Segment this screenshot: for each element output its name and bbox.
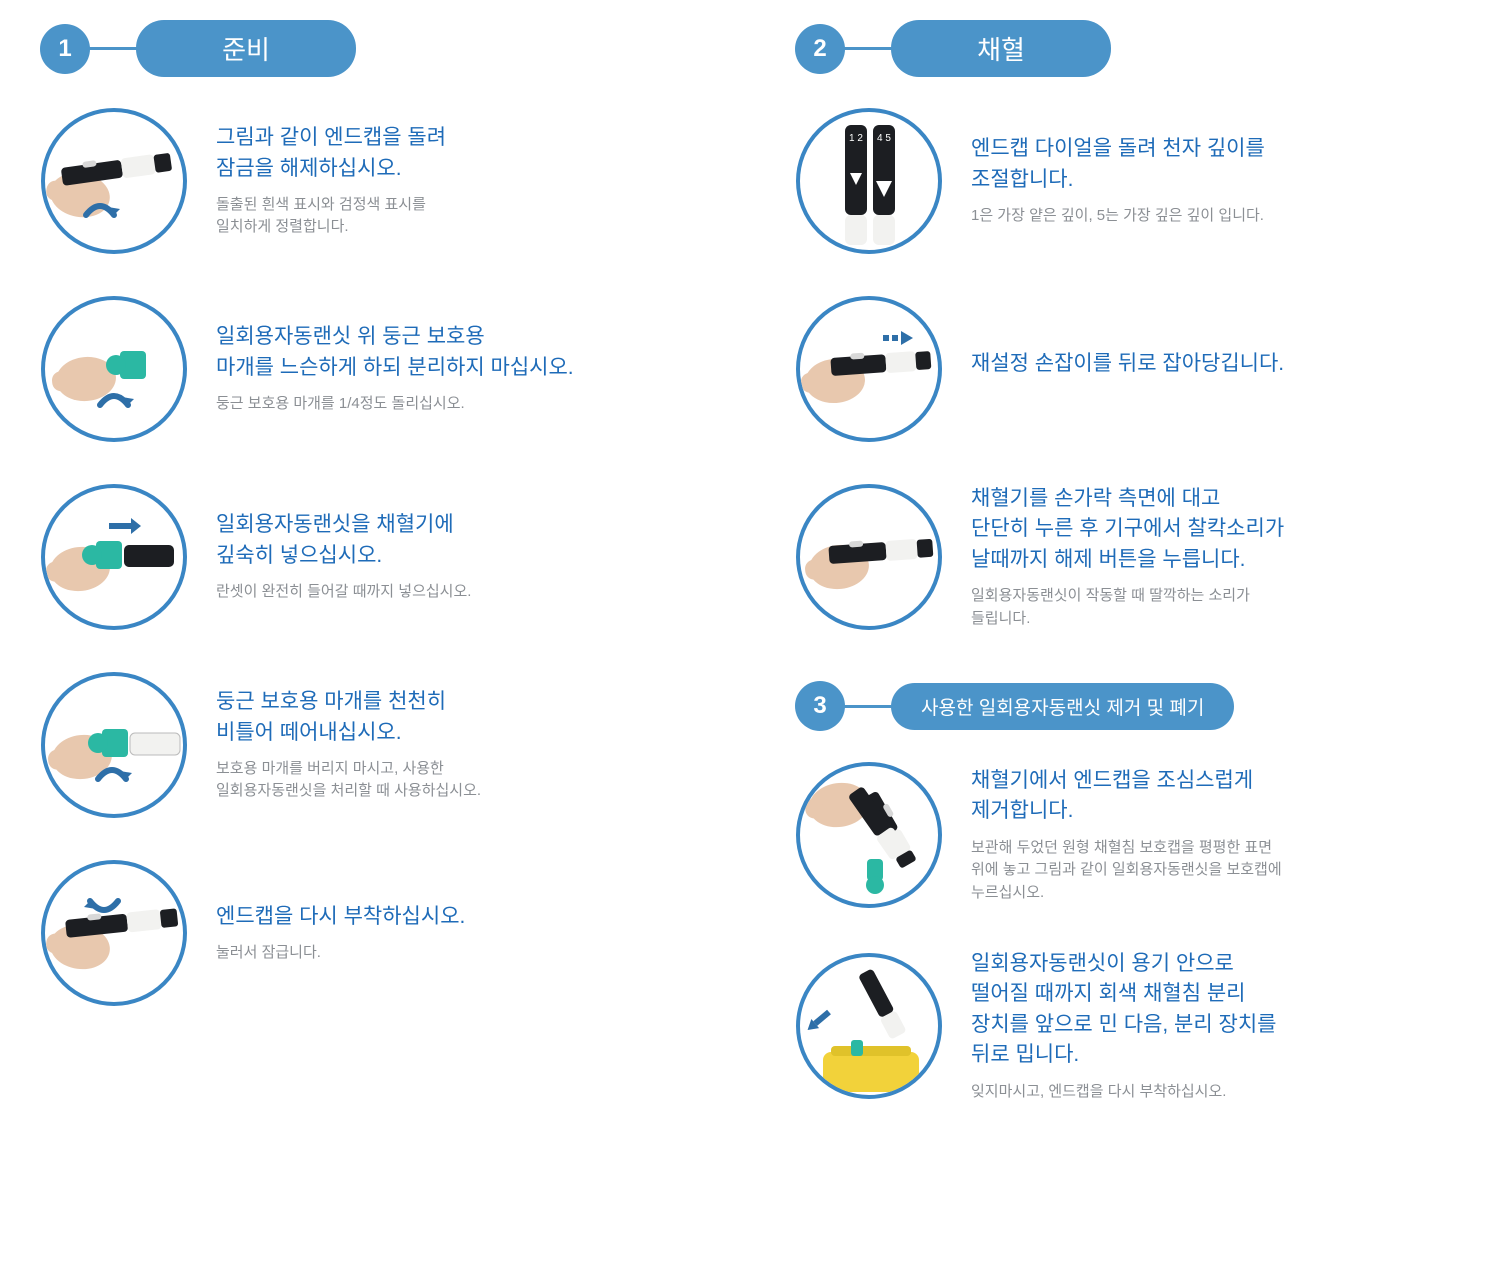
svg-text:4 5: 4 5 bbox=[877, 133, 891, 144]
step-subtext: 일회용자동랜싯이 작동할 때 딸깍하는 소리가들립니다. bbox=[971, 585, 1460, 630]
step-subtext: 눌러서 잠급니다. bbox=[216, 942, 705, 965]
svg-text:1 2: 1 2 bbox=[849, 133, 863, 144]
section-header: 3 사용한 일회용자동랜싯 제거 및 폐기 bbox=[795, 681, 1460, 731]
step-subtext: 보관해 두었던 원형 채혈침 보호캡을 평평한 표면 위에 놓고 그림과 같이 … bbox=[971, 837, 1460, 905]
subsection: 3 사용한 일회용자동랜싯 제거 및 폐기 채혈기에서 엔드캡을 조심스럽게제거… bbox=[795, 681, 1460, 1143]
step-text-block: 일회용자동랜싯을 채혈기에깊숙히 넣으십시오. 란셋이 완전히 들어갈 때까지 넣… bbox=[216, 510, 705, 603]
step-illustration bbox=[40, 859, 188, 1007]
step-subtext: 잊지마시고, 엔드캡을 다시 부착하십시오. bbox=[971, 1081, 1460, 1104]
instruction-step: 일회용자동랜싯 위 둥근 보호용마개를 느슨하게 하되 분리하지 마십시오. 둥근… bbox=[40, 295, 705, 443]
step-text-block: 엔드캡 다이얼을 돌려 천자 깊이를조절합니다. 1은 가장 얕은 깊이, 5는 … bbox=[971, 134, 1460, 227]
step-title: 일회용자동랜싯 위 둥근 보호용마개를 느슨하게 하되 분리하지 마십시오. bbox=[216, 322, 705, 383]
right-column: 2 채혈 1 2 4 5 엔드캡 다이얼을 돌려 천자 깊이를조절합니다. 1은 … bbox=[795, 20, 1460, 1143]
step-title: 일회용자동랜싯이 용기 안으로떨어질 때까지 회색 채혈침 분리장치를 앞으로 … bbox=[971, 949, 1460, 1071]
instruction-step: 채혈기를 손가락 측면에 대고단단히 누른 후 기구에서 찰칵소리가날때까지 해… bbox=[795, 483, 1460, 631]
instruction-step: 둥근 보호용 마개를 천천히비틀어 떼어내십시오. 보호용 마개를 버리지 마시고… bbox=[40, 671, 705, 819]
instruction-step: 일회용자동랜싯을 채혈기에깊숙히 넣으십시오. 란셋이 완전히 들어갈 때까지 넣… bbox=[40, 483, 705, 631]
step-text-block: 재설정 손잡이를 뒤로 잡아당깁니다. bbox=[971, 349, 1460, 389]
step-text-block: 일회용자동랜싯이 용기 안으로떨어질 때까지 회색 채혈침 분리장치를 앞으로 … bbox=[971, 949, 1460, 1103]
step-title: 엔드캡을 다시 부착하십시오. bbox=[216, 902, 705, 932]
instruction-step: 일회용자동랜싯이 용기 안으로떨어질 때까지 회색 채혈침 분리장치를 앞으로 … bbox=[795, 949, 1460, 1103]
section-title-pill: 사용한 일회용자동랜싯 제거 및 폐기 bbox=[891, 683, 1234, 730]
header-connector bbox=[843, 47, 893, 50]
step-text-block: 일회용자동랜싯 위 둥근 보호용마개를 느슨하게 하되 분리하지 마십시오. 둥근… bbox=[216, 322, 705, 415]
step-title: 엔드캡 다이얼을 돌려 천자 깊이를조절합니다. bbox=[971, 134, 1460, 195]
step-text-block: 채혈기를 손가락 측면에 대고단단히 누른 후 기구에서 찰칵소리가날때까지 해… bbox=[971, 484, 1460, 630]
step-illustration bbox=[795, 761, 943, 909]
step-title: 일회용자동랜싯을 채혈기에깊숙히 넣으십시오. bbox=[216, 510, 705, 571]
step-subtext: 1은 가장 얕은 깊이, 5는 가장 깊은 깊이 입니다. bbox=[971, 205, 1460, 228]
step-subtext: 보호용 마개를 버리지 마시고, 사용한일회용자동랜싯을 처리할 때 사용하십시… bbox=[216, 758, 705, 803]
section-title-pill: 채혈 bbox=[891, 20, 1111, 77]
instruction-step: 그림과 같이 엔드캡을 돌려잠금을 해제하십시오. 돌출된 흰색 표시와 검정색 … bbox=[40, 107, 705, 255]
step-text-block: 둥근 보호용 마개를 천천히비틀어 떼어내십시오. 보호용 마개를 버리지 마시고… bbox=[216, 687, 705, 803]
step-text-block: 엔드캡을 다시 부착하십시오. 눌러서 잠급니다. bbox=[216, 902, 705, 965]
step-text-block: 채혈기에서 엔드캡을 조심스럽게제거합니다. 보관해 두었던 원형 채혈침 보호캡… bbox=[971, 766, 1460, 904]
step-title: 재설정 손잡이를 뒤로 잡아당깁니다. bbox=[971, 349, 1460, 379]
section-number-badge: 2 bbox=[795, 24, 845, 74]
step-illustration bbox=[40, 483, 188, 631]
section-header: 2 채혈 bbox=[795, 20, 1460, 77]
step-title: 채혈기에서 엔드캡을 조심스럽게제거합니다. bbox=[971, 766, 1460, 827]
instruction-step: 채혈기에서 엔드캡을 조심스럽게제거합니다. 보관해 두었던 원형 채혈침 보호캡… bbox=[795, 761, 1460, 909]
step-subtext: 둥근 보호용 마개를 1/4정도 돌리십시오. bbox=[216, 393, 705, 416]
step-text-block: 그림과 같이 엔드캡을 돌려잠금을 해제하십시오. 돌출된 흰색 표시와 검정색 … bbox=[216, 123, 705, 239]
section-number-badge: 1 bbox=[40, 24, 90, 74]
step-illustration bbox=[795, 483, 943, 631]
instruction-step: 재설정 손잡이를 뒤로 잡아당깁니다. bbox=[795, 295, 1460, 443]
step-illustration bbox=[795, 952, 943, 1100]
header-connector bbox=[843, 705, 893, 708]
step-subtext: 란셋이 완전히 들어갈 때까지 넣으십시오. bbox=[216, 581, 705, 604]
step-title: 채혈기를 손가락 측면에 대고단단히 누른 후 기구에서 찰칵소리가날때까지 해… bbox=[971, 484, 1460, 575]
header-connector bbox=[88, 47, 138, 50]
instruction-step: 1 2 4 5 엔드캡 다이얼을 돌려 천자 깊이를조절합니다. 1은 가장 얕은… bbox=[795, 107, 1460, 255]
section-header: 1 준비 bbox=[40, 20, 705, 77]
step-illustration bbox=[40, 295, 188, 443]
instruction-step: 엔드캡을 다시 부착하십시오. 눌러서 잠급니다. bbox=[40, 859, 705, 1007]
step-illustration: 1 2 4 5 bbox=[795, 107, 943, 255]
step-title: 그림과 같이 엔드캡을 돌려잠금을 해제하십시오. bbox=[216, 123, 705, 184]
section-title-pill: 준비 bbox=[136, 20, 356, 77]
step-illustration bbox=[795, 295, 943, 443]
step-illustration bbox=[40, 107, 188, 255]
step-subtext: 돌출된 흰색 표시와 검정색 표시를일치하게 정렬합니다. bbox=[216, 194, 705, 239]
instruction-page: 1 준비 그림과 같이 엔드캡을 돌려잠금을 해제하십시오. 돌출된 흰색 표시와… bbox=[40, 20, 1460, 1143]
step-title: 둥근 보호용 마개를 천천히비틀어 떼어내십시오. bbox=[216, 687, 705, 748]
section-number-badge: 3 bbox=[795, 681, 845, 731]
left-column: 1 준비 그림과 같이 엔드캡을 돌려잠금을 해제하십시오. 돌출된 흰색 표시와… bbox=[40, 20, 705, 1143]
step-illustration bbox=[40, 671, 188, 819]
